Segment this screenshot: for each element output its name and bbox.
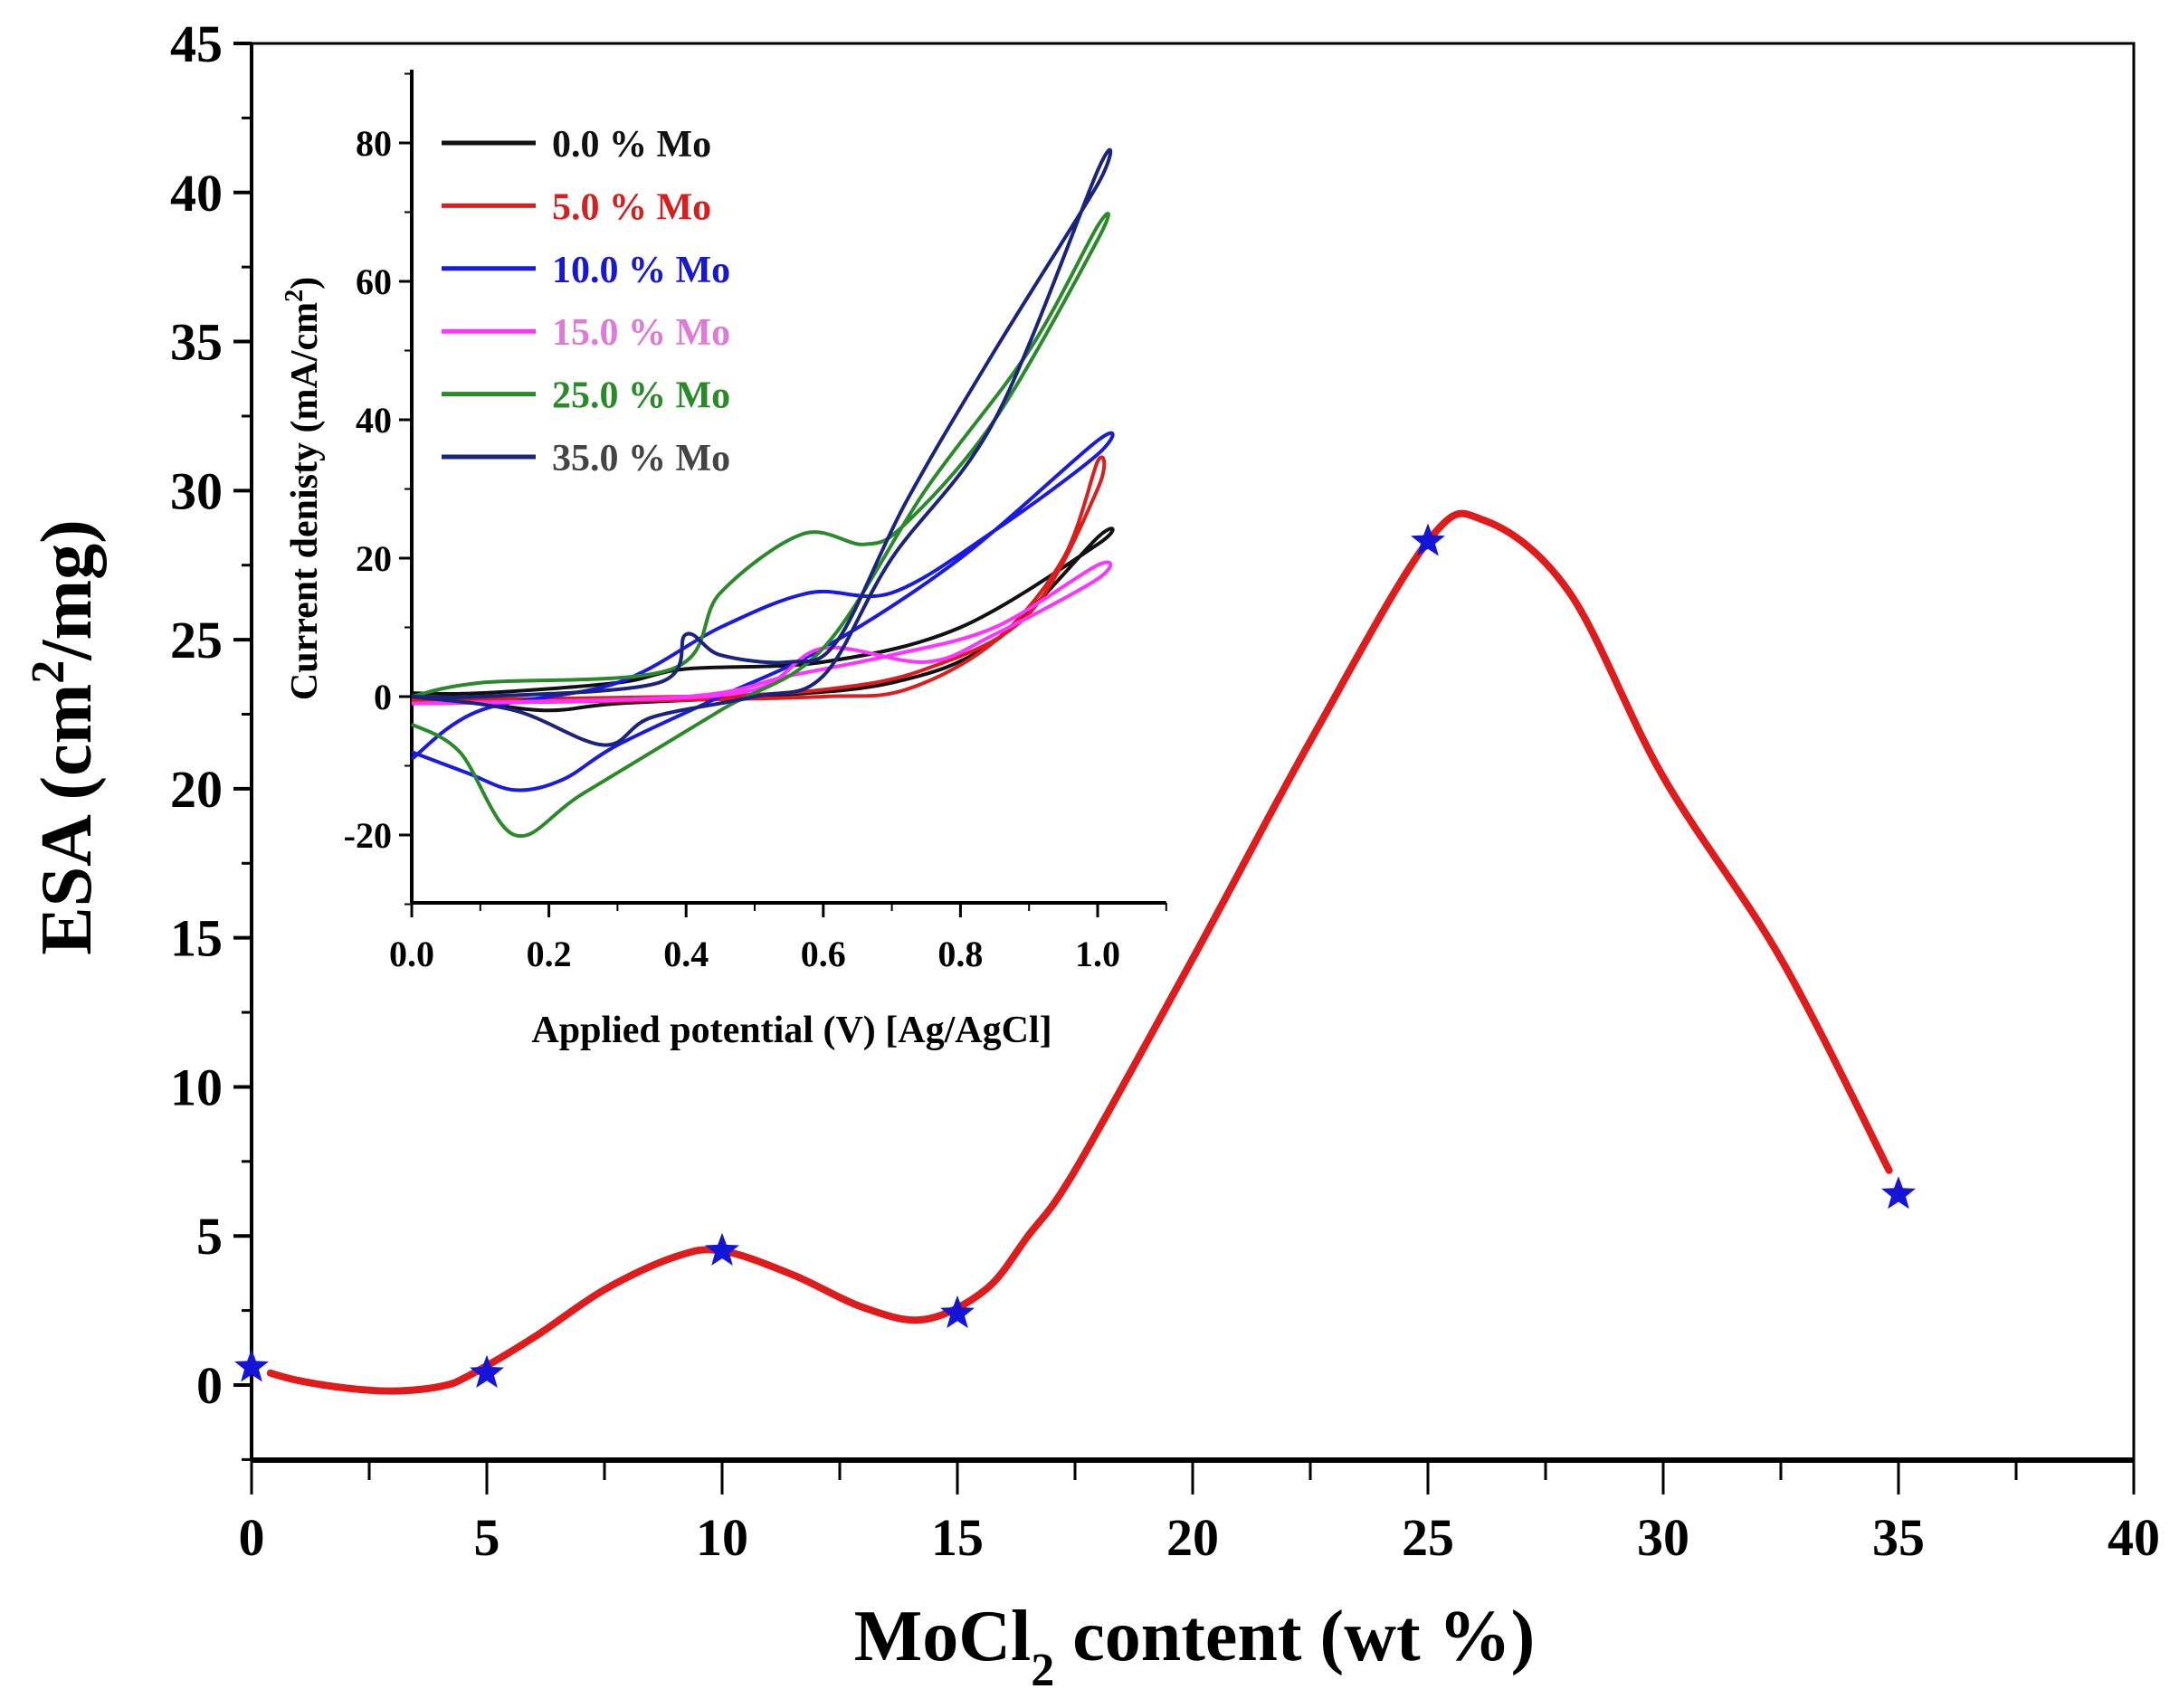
main-y-tick-label: 30	[170, 461, 223, 520]
inset-x-tick-label: 0.6	[801, 934, 846, 974]
inset-y-tick-label: 60	[356, 261, 392, 302]
main-y-tick-label: 10	[170, 1058, 223, 1116]
esa-data-point-star	[234, 1349, 269, 1382]
inset-plot: 0.0 0.2 0.4 0.6 0.8 1.0 -20 0 20 40 60 80 0.0 % Mo 5.…	[344, 70, 1167, 974]
main-x-axis-title: MoCl2 content (wt %)	[854, 1597, 1536, 1696]
legend-label: 25.0 % Mo	[552, 375, 730, 417]
inset-y-tick-label: 40	[356, 400, 392, 441]
esa-data-point-star	[940, 1295, 975, 1329]
main-y-tick-label: 25	[170, 611, 223, 669]
cv-curve-250-mo	[411, 212, 1110, 839]
cv-curve-350-mo	[411, 147, 1113, 747]
main-x-tick-label: 15	[931, 1508, 984, 1567]
main-y-axis-title: ESA (cm2/mg)	[23, 519, 107, 955]
main-y-tick-label: 40	[170, 164, 223, 223]
main-y-tick-label: 5	[196, 1207, 223, 1266]
inset-y-tick-label: 20	[356, 538, 392, 579]
esa-data-point-star	[705, 1232, 739, 1266]
inset-x-tick-label: 0.8	[937, 934, 983, 974]
legend-label: 10.0 % Mo	[552, 250, 730, 291]
main-y-tick-label: 20	[170, 760, 223, 819]
cv-curve-00-mo	[411, 527, 1115, 713]
main-x-tick-label: 40	[2108, 1508, 2160, 1567]
inset-x-tick-label: 0.0	[389, 934, 434, 974]
main-x-tick-label: 20	[1166, 1508, 1219, 1567]
inset-y-tick-label: -20	[344, 815, 392, 856]
inset-y-axis-title: Current denisty (mA/cm2)	[281, 277, 326, 700]
inset-y-tick-label: 80	[356, 123, 392, 164]
legend-label: 35.0 % Mo	[552, 438, 730, 479]
legend-label: 0.0 % Mo	[552, 124, 711, 166]
cv-curve-100-mo	[410, 431, 1115, 792]
esa-data-point-star	[1881, 1176, 1916, 1210]
legend-label: 5.0 % Mo	[552, 186, 711, 228]
main-y-tick-label: 0	[196, 1356, 223, 1415]
main-x-tick-label: 10	[696, 1508, 748, 1567]
cv-curve-150-mo	[411, 560, 1113, 706]
inset-x-tick-label: 0.2	[527, 934, 572, 974]
inset-x-tick-label: 1.0	[1075, 934, 1120, 974]
main-y-tick-label: 45	[170, 14, 223, 73]
esa-data-point-star	[1411, 523, 1445, 556]
main-x-tick-label: 30	[1637, 1508, 1689, 1567]
main-x-tick-label: 0	[239, 1508, 265, 1567]
inset-x-axis-title: Applied potential (V) [Ag/AgCl]	[531, 1010, 1051, 1051]
main-y-tick-label: 15	[170, 909, 223, 968]
main-x-tick-label: 25	[1402, 1508, 1454, 1567]
esa-fit-curve	[266, 509, 1893, 1395]
main-x-tick-label: 35	[1872, 1508, 1925, 1567]
main-plot: 0 5 10 15 20 25 30 35 40 0 5 10 15 20 25 30 35 40 45	[170, 14, 2160, 1567]
main-plot-frame	[250, 42, 2136, 1462]
inset-y-tick-label: 0	[374, 677, 392, 717]
inset-x-tick-label: 0.4	[663, 934, 709, 974]
main-y-tick-label: 35	[170, 313, 223, 372]
esa-data-point-star	[470, 1354, 504, 1388]
legend-label: 15.0 % Mo	[552, 312, 730, 354]
main-x-tick-label: 5	[474, 1508, 500, 1567]
